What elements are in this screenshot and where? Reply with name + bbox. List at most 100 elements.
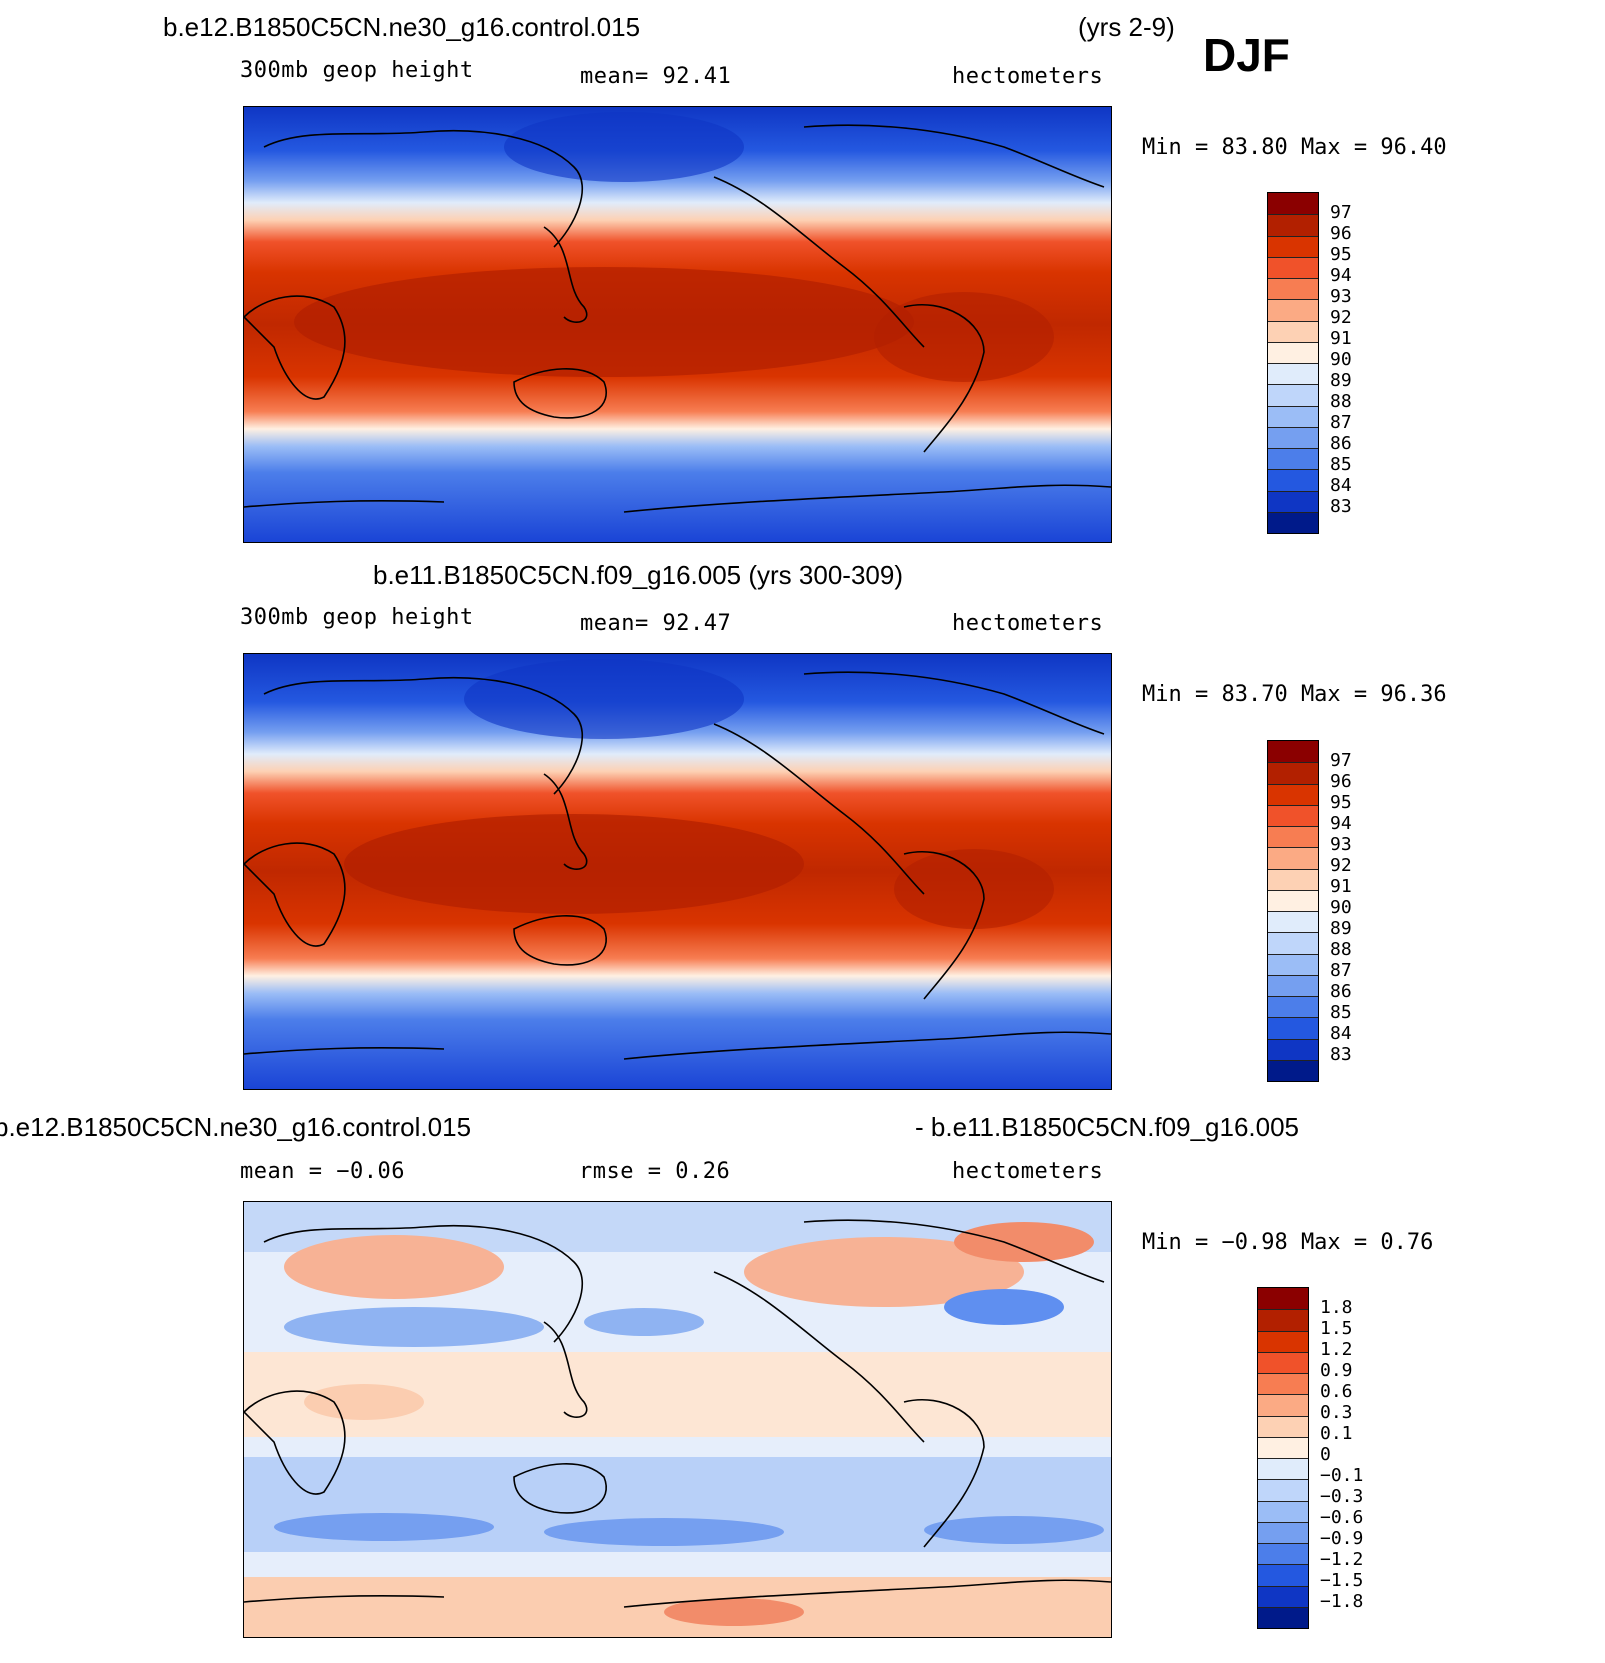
colorbar-segment: [1258, 1500, 1308, 1522]
cb1-label: 90: [1330, 349, 1352, 370]
colorbar-segment: [1268, 341, 1318, 363]
cb1-label: 94: [1330, 265, 1352, 286]
cb3-label: 1.8: [1320, 1297, 1353, 1318]
colorbar-segment: [1258, 1309, 1308, 1331]
cb3-label: −0.9: [1320, 1528, 1364, 1549]
colorbar-segment: [1258, 1458, 1308, 1480]
cb3-label: −0.1: [1320, 1465, 1364, 1486]
colorbar-segment: [1268, 1017, 1318, 1039]
cb2-label: 96: [1330, 771, 1352, 792]
cb1-label: 83: [1330, 496, 1352, 517]
cb2-label: 85: [1330, 1002, 1352, 1023]
cb1-label: 95: [1330, 244, 1352, 265]
cb3-label: 1.5: [1320, 1318, 1353, 1339]
colorbar-segment: [1258, 1394, 1308, 1416]
cb2-label: 93: [1330, 834, 1352, 855]
cb2-label: 89: [1330, 918, 1352, 939]
cb2-label: 88: [1330, 939, 1352, 960]
panel1-minmax: Min = 83.80 Max = 96.40: [1142, 135, 1447, 160]
colorbar-segment: [1268, 426, 1318, 448]
cb2-label: 90: [1330, 897, 1352, 918]
colorbar-segment: [1268, 911, 1318, 933]
cb3-label: −1.8: [1320, 1591, 1364, 1612]
colorbar-segment: [1268, 868, 1318, 890]
colorbar-segment: [1258, 1606, 1308, 1628]
colorbar-segment: [1268, 762, 1318, 784]
colorbar-segment: [1268, 448, 1318, 470]
cb1-label: 85: [1330, 454, 1352, 475]
colorbar-segment: [1268, 741, 1318, 763]
cb2-label: 87: [1330, 960, 1352, 981]
colorbar-segment: [1268, 804, 1318, 826]
cb3-label: 1.2: [1320, 1339, 1353, 1360]
colorbar-segment: [1268, 847, 1318, 869]
colorbar-segment: [1268, 363, 1318, 385]
cb2-label: 86: [1330, 981, 1352, 1002]
colorbar-segment: [1258, 1288, 1308, 1310]
cb1-label: 89: [1330, 370, 1352, 391]
panel3-units: hectometers: [952, 1159, 1104, 1184]
colorbar-segment: [1268, 889, 1318, 911]
cb3-label: −1.2: [1320, 1549, 1364, 1570]
panel2-units: hectometers: [952, 611, 1104, 636]
panel3-title-control: - b.e11.B1850C5CN.f09_g16.005: [915, 1112, 1300, 1142]
colorbar-segment: [1268, 214, 1318, 236]
colorbar-segment: [1258, 1436, 1308, 1458]
cb1-label: 93: [1330, 286, 1352, 307]
panel3-rmse: rmse = 0.26: [579, 1159, 731, 1184]
colorbar-segment: [1268, 932, 1318, 954]
cb1-label: 96: [1330, 223, 1352, 244]
colorbar-segment: [1268, 256, 1318, 278]
colorbar-segment: [1268, 405, 1318, 427]
panel2-minmax: Min = 83.70 Max = 96.36: [1142, 682, 1447, 707]
panel3-minmax: Min = −0.98 Max = 0.76: [1142, 1230, 1434, 1255]
colorbar-segment: [1268, 193, 1318, 215]
colorbar-segment: [1258, 1351, 1308, 1373]
colorbar-segment: [1268, 996, 1318, 1018]
cb1-label: 87: [1330, 412, 1352, 433]
colorbar-segment: [1268, 469, 1318, 491]
colorbar-segment: [1268, 235, 1318, 257]
panel2-mean: mean= 92.47: [580, 611, 732, 636]
cb1-label: 84: [1330, 475, 1352, 496]
panel1-colorbar: [1267, 192, 1319, 534]
panel2-map: [243, 653, 1112, 1090]
panel1-map-svg: [244, 107, 1111, 542]
panel3-title-case: b.e12.B1850C5CN.ne30_g16.control.015: [0, 1112, 472, 1142]
colorbar-segment: [1258, 1585, 1308, 1607]
cb2-label: 92: [1330, 855, 1352, 876]
cb3-label: −1.5: [1320, 1570, 1364, 1591]
cb2-label: 91: [1330, 876, 1352, 897]
panel3-map-svg: [244, 1202, 1111, 1637]
colorbar-segment: [1258, 1373, 1308, 1395]
cb3-label: 0.3: [1320, 1402, 1353, 1423]
colorbar-segment: [1258, 1521, 1308, 1543]
panel3-mean: mean = −0.06: [240, 1159, 405, 1184]
colorbar-segment: [1268, 320, 1318, 342]
panel2-title: b.e11.B1850C5CN.f09_g16.005 (yrs 300-309…: [373, 560, 903, 590]
cb3-label: 0: [1320, 1444, 1331, 1465]
panel3-colorbar: [1257, 1287, 1309, 1629]
colorbar-segment: [1268, 1059, 1318, 1081]
colorbar-segment: [1268, 783, 1318, 805]
colorbar-segment: [1268, 384, 1318, 406]
panel3-map: [243, 1201, 1112, 1638]
panel1-variable: 300mb geop height: [240, 58, 474, 83]
colorbar-segment: [1258, 1330, 1308, 1352]
colorbar-segment: [1268, 953, 1318, 975]
panel1-mean: mean= 92.41: [580, 64, 732, 89]
cb2-label: 83: [1330, 1044, 1352, 1065]
cb2-label: 97: [1330, 750, 1352, 771]
cb1-label: 91: [1330, 328, 1352, 349]
cb3-label: 0.9: [1320, 1360, 1353, 1381]
colorbar-segment: [1258, 1479, 1308, 1501]
cb1-label: 88: [1330, 391, 1352, 412]
cb3-label: 0.6: [1320, 1381, 1353, 1402]
cb2-label: 95: [1330, 792, 1352, 813]
cb3-label: −0.6: [1320, 1507, 1364, 1528]
colorbar-segment: [1258, 1415, 1308, 1437]
panel1-title-years: (yrs 2-9): [1078, 12, 1175, 42]
cb1-label: 86: [1330, 433, 1352, 454]
panel1-title-case: b.e12.B1850C5CN.ne30_g16.control.015: [163, 12, 641, 42]
colorbar-segment: [1268, 826, 1318, 848]
